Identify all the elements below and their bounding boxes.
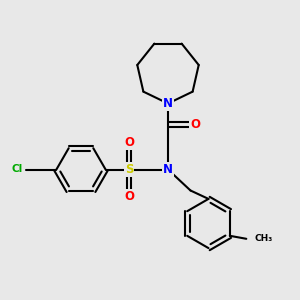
Text: O: O — [190, 118, 200, 131]
Text: N: N — [163, 97, 173, 110]
Text: CH₃: CH₃ — [255, 234, 273, 243]
Text: Cl: Cl — [11, 164, 23, 175]
Text: N: N — [163, 163, 173, 176]
Text: O: O — [124, 136, 134, 149]
Text: S: S — [125, 163, 133, 176]
Text: O: O — [124, 190, 134, 203]
